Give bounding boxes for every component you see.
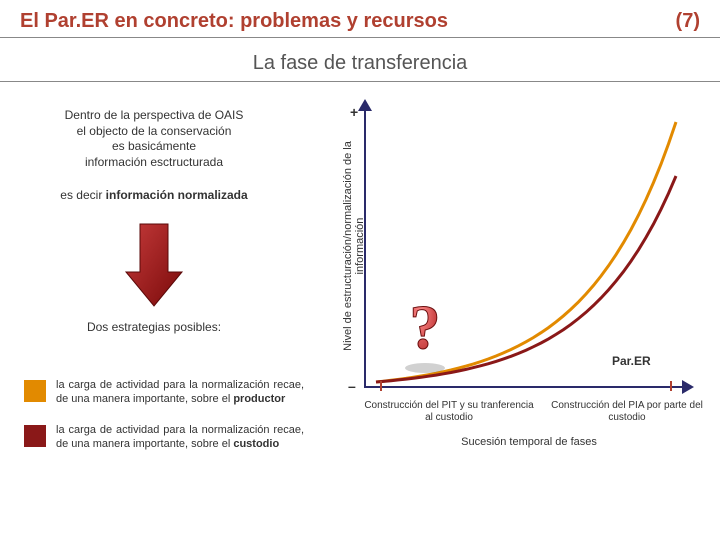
bullet-item-1: la carga de actividad para la normalizac…: [24, 378, 304, 407]
para-normalizada-bold: información normalizada: [106, 188, 248, 202]
divider-top: [0, 37, 720, 38]
content-area: Dentro de la perspectiva de OAIS el obje…: [0, 88, 720, 518]
para-normalizada: es decir información normalizada: [24, 188, 284, 202]
x-tick-right: [670, 381, 672, 391]
question-mark-icon: ?: [398, 296, 452, 374]
para-normalizada-pre: es decir: [60, 188, 105, 202]
bullet-text-1: la carga de actividad para la normalizac…: [56, 378, 304, 407]
bullet-1-bold: productor: [233, 393, 285, 405]
svg-text:?: ?: [410, 296, 441, 362]
y-axis-label: Nivel de estructuración/normalización de…: [342, 126, 366, 366]
bullet-item-2: la carga de actividad para la normalizac…: [24, 423, 304, 452]
page-title-main: El Par.ER en concreto: problemas y recur…: [20, 10, 448, 33]
minus-sign: –: [348, 378, 356, 394]
down-arrow-icon: [124, 222, 184, 308]
chart-area: Nivel de estructuración/normalización de…: [320, 100, 700, 430]
para-oais-l1: Dentro de la perspectiva de OAIS: [65, 108, 244, 122]
para-oais-l3: es basicámente: [112, 139, 196, 153]
plus-sign: +: [350, 104, 358, 120]
bullet-square-red: [24, 425, 46, 447]
x-label-left: Construcción del PIT y su tranferencia a…: [364, 400, 534, 424]
bullet-text-2: la carga de actividad para la normalizac…: [56, 423, 304, 452]
x-axis-caption: Sucesión temporal de fases: [364, 436, 694, 448]
para-oais-l4: información esctructurada: [85, 155, 223, 169]
page-title-number: (7): [676, 10, 700, 33]
para-oais: Dentro de la perspectiva de OAIS el obje…: [24, 108, 284, 170]
para-strategies: Dos estrategias posibles:: [24, 320, 284, 334]
subtitle: La fase de transferencia: [0, 44, 720, 81]
para-oais-l2: el objecto de la conservación: [77, 124, 232, 138]
x-tick-left: [380, 381, 382, 391]
x-label-right: Construcción del PIA por parte del custo…: [542, 400, 712, 424]
left-column: Dentro de la perspectiva de OAIS el obje…: [24, 108, 284, 334]
parer-label: Par.ER: [612, 354, 651, 368]
bullet-square-orange: [24, 380, 46, 402]
bullet-2-bold: custodio: [233, 438, 279, 450]
divider-sub: [0, 81, 720, 82]
bullet-list: la carga de actividad para la normalizac…: [24, 378, 304, 467]
